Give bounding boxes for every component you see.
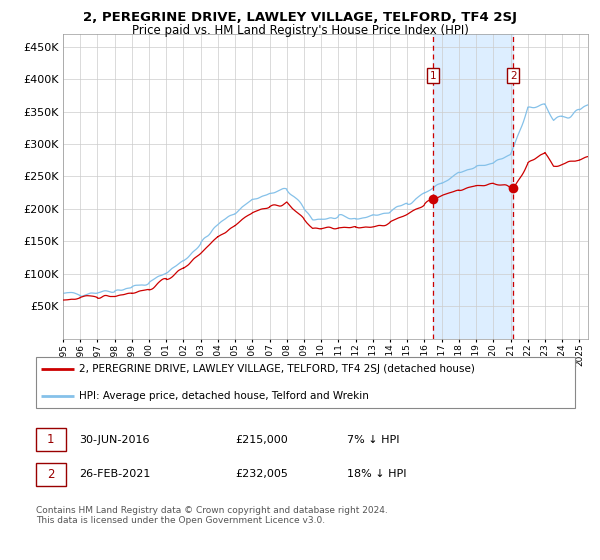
Text: 1: 1 [430, 71, 436, 81]
Text: 7% ↓ HPI: 7% ↓ HPI [347, 435, 400, 445]
Text: £215,000: £215,000 [235, 435, 288, 445]
Text: Contains HM Land Registry data © Crown copyright and database right 2024.
This d: Contains HM Land Registry data © Crown c… [36, 506, 388, 525]
Bar [433, 34, 513, 339]
Text: 2: 2 [510, 71, 517, 81]
Text: 30-JUN-2016: 30-JUN-2016 [79, 435, 150, 445]
FancyBboxPatch shape [36, 357, 575, 408]
Text: 26-FEB-2021: 26-FEB-2021 [79, 469, 151, 479]
Text: £232,005: £232,005 [235, 469, 288, 479]
Text: Price paid vs. HM Land Registry's House Price Index (HPI): Price paid vs. HM Land Registry's House … [131, 24, 469, 36]
Text: 1: 1 [47, 433, 55, 446]
Text: HPI: Average price, detached house, Telford and Wrekin: HPI: Average price, detached house, Telf… [79, 391, 369, 400]
Text: 2: 2 [47, 468, 55, 480]
FancyBboxPatch shape [36, 463, 66, 486]
Text: 18% ↓ HPI: 18% ↓ HPI [347, 469, 406, 479]
Text: 2, PEREGRINE DRIVE, LAWLEY VILLAGE, TELFORD, TF4 2SJ (detached house): 2, PEREGRINE DRIVE, LAWLEY VILLAGE, TELF… [79, 365, 475, 374]
FancyBboxPatch shape [36, 428, 66, 451]
Text: 2, PEREGRINE DRIVE, LAWLEY VILLAGE, TELFORD, TF4 2SJ: 2, PEREGRINE DRIVE, LAWLEY VILLAGE, TELF… [83, 11, 517, 24]
